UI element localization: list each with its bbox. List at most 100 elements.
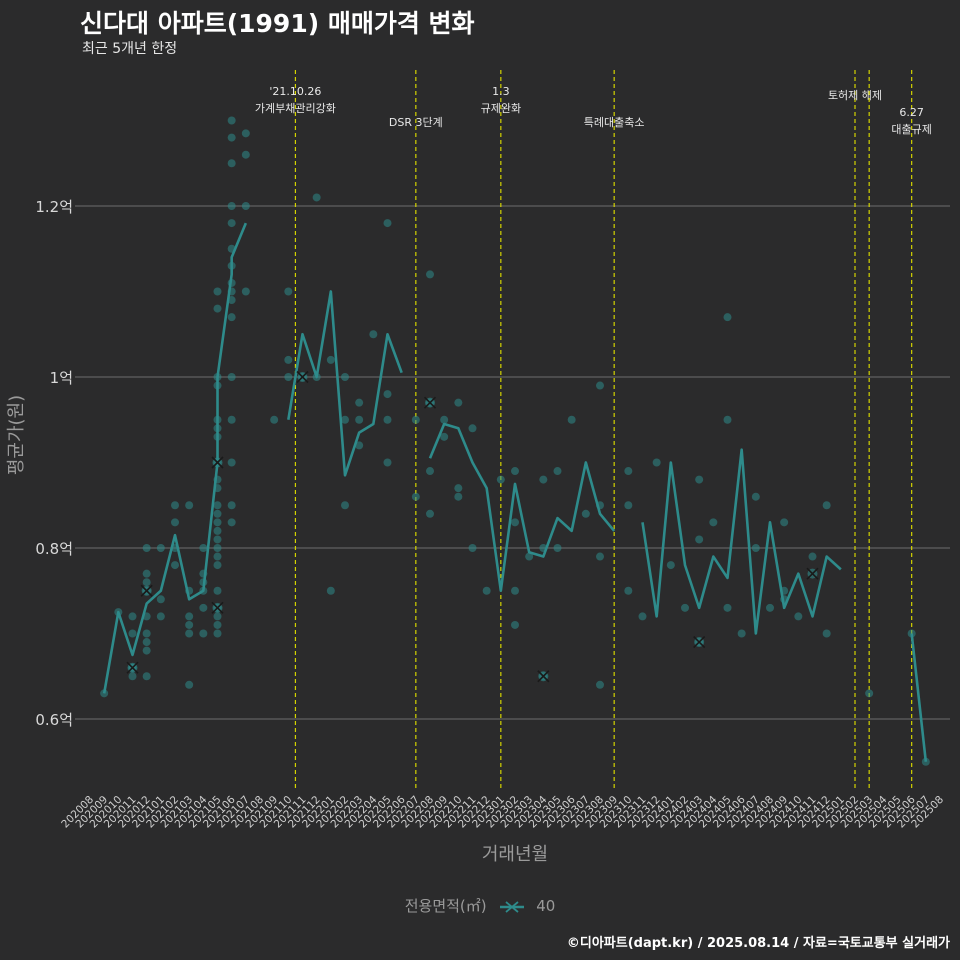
transaction-point	[156, 544, 165, 552]
transaction-point	[171, 501, 179, 510]
transaction-point	[454, 398, 463, 407]
transaction-point	[468, 544, 477, 552]
transaction-point	[227, 501, 236, 510]
transaction-point	[128, 629, 137, 638]
series-line-segment-0	[102, 222, 248, 694]
transaction-point	[227, 518, 236, 527]
cancelled-mark	[211, 601, 224, 614]
transaction-point	[213, 509, 222, 518]
transaction-point	[227, 202, 236, 210]
transaction-point	[171, 561, 179, 570]
transaction-point	[156, 612, 165, 621]
transaction-point	[511, 518, 519, 527]
cancel-stroke	[211, 601, 224, 614]
transaction-point	[652, 458, 661, 467]
cancelled-mark	[126, 661, 139, 674]
cancel-stroke	[537, 670, 550, 683]
transaction-point	[156, 595, 165, 604]
transaction-point	[213, 561, 222, 570]
transaction-point	[482, 586, 491, 595]
transaction-point	[227, 219, 236, 228]
transaction-point	[227, 133, 236, 142]
transaction-point	[624, 501, 633, 510]
transaction-point	[213, 552, 222, 561]
transaction-point	[341, 415, 349, 424]
transaction-point	[326, 586, 335, 595]
transaction-point	[171, 518, 179, 527]
transaction-point	[737, 629, 746, 638]
cancel-stroke	[296, 370, 309, 384]
event-annotation: 가계부채관리강화	[255, 102, 336, 115]
transaction-point	[241, 129, 250, 138]
cancelled-mark	[423, 396, 437, 409]
transaction-point	[355, 441, 364, 450]
transaction-point	[496, 475, 505, 484]
series-line-segment-3	[641, 448, 842, 635]
legend: 전용면적(㎡) 40	[0, 895, 960, 916]
cancelled-mark	[140, 584, 153, 597]
transaction-point	[539, 475, 548, 484]
transaction-point	[227, 313, 236, 322]
transaction-point	[213, 612, 222, 621]
transaction-point	[213, 304, 222, 313]
transaction-point	[185, 501, 194, 510]
transaction-point	[369, 330, 378, 339]
source-credit: ©디아파트(dapt.kr) / 2025.08.14 / 자료=국토교통부 실…	[566, 936, 950, 951]
cancelled-mark	[806, 567, 819, 580]
transaction-point	[142, 544, 151, 552]
cancelled-mark	[693, 635, 706, 649]
transaction-point	[440, 432, 449, 441]
transaction-point	[709, 518, 718, 527]
chart-title: 신다대 아파트(1991) 매매가격 변화	[80, 9, 475, 38]
transaction-point	[213, 518, 222, 527]
transaction-point	[199, 629, 208, 638]
transaction-point	[666, 561, 675, 570]
legend-key-icon	[500, 900, 525, 913]
series-line-segment-4	[910, 633, 928, 762]
transaction-point	[794, 612, 803, 621]
transaction-point	[241, 150, 250, 159]
transaction-point	[383, 219, 392, 228]
transaction-point	[213, 287, 222, 296]
transaction-point	[341, 501, 349, 510]
cancelled-mark	[211, 456, 224, 469]
event-annotation: 1.3	[492, 85, 510, 98]
transaction-point	[567, 415, 576, 424]
transaction-point	[142, 638, 151, 647]
transaction-point	[213, 544, 222, 552]
transaction-points	[100, 116, 930, 766]
transaction-point	[822, 501, 831, 510]
transaction-point	[383, 390, 392, 399]
average-price-line	[102, 222, 928, 762]
grid-lines	[75, 205, 950, 720]
event-annotation: DSR 3단계	[389, 116, 443, 129]
transaction-point	[199, 544, 208, 552]
cancel-stroke	[423, 396, 437, 409]
y-tick-label: 0.6억	[35, 711, 73, 729]
transaction-point	[213, 620, 222, 629]
transaction-point	[411, 492, 420, 501]
transaction-point	[383, 415, 392, 424]
event-annotation: 대출규제	[891, 123, 931, 136]
transaction-point	[128, 612, 137, 621]
cancelled-marks	[126, 370, 819, 683]
transaction-point	[553, 544, 562, 552]
event-annotation: 규제완화	[481, 102, 521, 115]
event-annotation: '21.10.26	[269, 85, 321, 98]
legend-title: 전용면적(㎡)	[404, 897, 487, 915]
cancelled-mark	[296, 370, 309, 384]
transaction-point	[185, 629, 194, 638]
transaction-point	[511, 586, 519, 595]
transaction-point	[751, 544, 760, 552]
transaction-point	[213, 535, 222, 544]
cancel-stroke	[126, 661, 139, 674]
transaction-point	[411, 415, 420, 424]
transaction-point	[751, 492, 760, 501]
transaction-point	[638, 612, 647, 621]
transaction-point	[227, 373, 236, 381]
transaction-point	[241, 202, 250, 210]
transaction-point	[454, 484, 463, 493]
transaction-point	[426, 509, 434, 518]
transaction-point	[780, 518, 789, 527]
